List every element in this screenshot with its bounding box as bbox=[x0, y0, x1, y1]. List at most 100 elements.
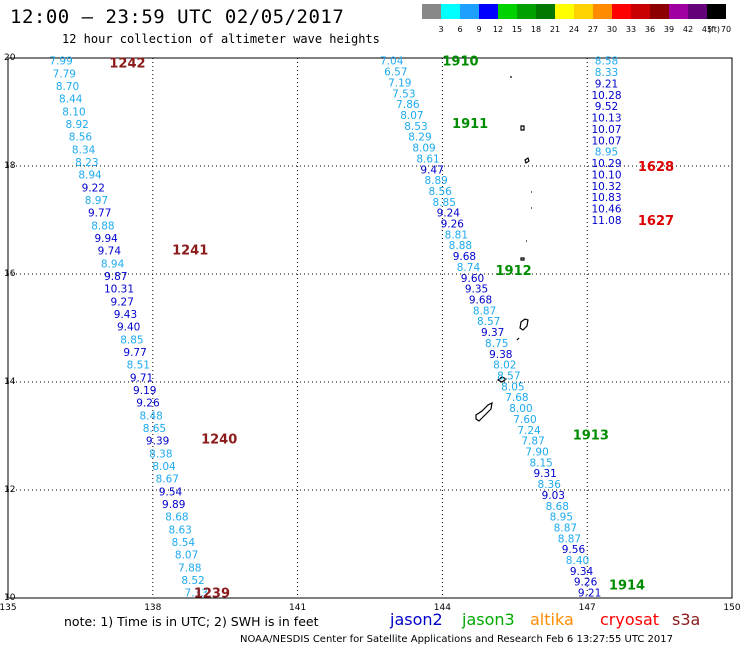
wave-height-value: 8.85 bbox=[433, 197, 456, 209]
lon-tick-label: 138 bbox=[144, 603, 161, 613]
lon-tick-label: 150 bbox=[723, 603, 740, 613]
wave-height-value: 8.87 bbox=[554, 522, 577, 534]
wave-height-value: 8.89 bbox=[424, 175, 447, 187]
island-shape bbox=[516, 337, 520, 341]
colorbar-swatch bbox=[536, 4, 555, 19]
colorbar-swatch bbox=[650, 4, 669, 19]
wave-height-value: 8.07 bbox=[400, 110, 423, 122]
wave-height-value: 10.28 bbox=[591, 90, 621, 102]
wave-height-value: 9.21 bbox=[578, 588, 601, 600]
wave-height-value: 9.71 bbox=[130, 372, 153, 384]
wave-height-value: 7.87 bbox=[521, 436, 544, 448]
wave-height-value: 9.77 bbox=[88, 208, 111, 220]
page-subtitle: 12 hour collection of altimeter wave hei… bbox=[62, 32, 380, 46]
wave-height-value: 8.34 bbox=[72, 144, 96, 156]
lat-tick-label: 18 bbox=[4, 161, 16, 171]
wave-height-value: 9.03 bbox=[542, 490, 565, 502]
wave-height-value: 8.97 bbox=[85, 195, 108, 207]
lat-tick-label: 10 bbox=[4, 593, 16, 603]
wave-height-value: 8.70 bbox=[56, 81, 79, 93]
wave-height-value: 8.10 bbox=[62, 106, 85, 118]
island-shape bbox=[520, 257, 525, 261]
island-shape bbox=[524, 157, 530, 164]
wave-height-value: 8.57 bbox=[477, 316, 500, 328]
colorbar-tick-label: 42 bbox=[683, 25, 693, 34]
colorbar-swatch bbox=[479, 4, 498, 19]
colorbar-legend: 3 6 9 12 15 18 21 24 27 30 33 36 39 42 45 70(ft) bbox=[422, 4, 731, 34]
wave-height-value: 8.95 bbox=[595, 147, 618, 159]
lat-tick-label: 14 bbox=[4, 377, 16, 387]
colorbar-tick-label: 6 bbox=[457, 25, 462, 34]
wave-height-value: 9.34 bbox=[570, 566, 594, 578]
colorbar-swatch bbox=[707, 4, 726, 19]
wave-height-value: 9.21 bbox=[595, 78, 618, 90]
wave-height-value: 9.43 bbox=[114, 309, 137, 321]
wave-height-value: 9.37 bbox=[481, 327, 504, 339]
wave-height-value: 9.27 bbox=[111, 296, 134, 308]
wave-height-value: 8.88 bbox=[449, 240, 472, 252]
wave-height-value: 9.60 bbox=[461, 273, 484, 285]
wave-height-value: 9.26 bbox=[136, 398, 160, 410]
wave-height-value: 9.31 bbox=[533, 468, 556, 480]
wave-height-value: 8.56 bbox=[69, 132, 93, 144]
wave-height-value: 10.07 bbox=[591, 135, 621, 147]
wave-height-value: 8.29 bbox=[408, 132, 431, 144]
footer-note: note: 1) Time is in UTC; 2) SWH is in fe… bbox=[64, 614, 319, 629]
lat-tick-label: 20 bbox=[4, 53, 16, 63]
island-shape bbox=[519, 318, 529, 331]
colorbar-unit: (ft) bbox=[708, 25, 720, 34]
colorbar-swatch bbox=[669, 4, 688, 19]
colorbar-tick-label: 21 bbox=[550, 25, 560, 34]
wave-height-value: 8.95 bbox=[550, 512, 573, 524]
wave-height-value: 8.94 bbox=[101, 258, 125, 270]
wave-height-value: 8.75 bbox=[485, 338, 508, 350]
wave-height-value: 8.87 bbox=[473, 305, 496, 317]
pass-number-label: 1910 bbox=[442, 55, 478, 70]
wave-height-value: 9.47 bbox=[420, 164, 443, 176]
pass-number-label: 1241 bbox=[172, 244, 208, 259]
wave-height-value: 9.87 bbox=[104, 271, 127, 283]
wave-height-value: 9.52 bbox=[595, 101, 618, 113]
satellite-track: 7.046.577.197.537.868.078.538.298.098.61… bbox=[380, 56, 601, 600]
wave-height-value: 7.68 bbox=[505, 392, 528, 404]
wave-height-value: 8.92 bbox=[65, 119, 88, 131]
wave-height-value: 8.87 bbox=[558, 533, 581, 545]
wave-height-value: 7.24 bbox=[517, 425, 541, 437]
wave-height-value: 9.56 bbox=[562, 544, 586, 556]
island-shape bbox=[496, 376, 508, 383]
colorbar-tick-label: 39 bbox=[664, 25, 674, 34]
wave-height-value: 8.23 bbox=[75, 157, 98, 169]
colorbar-swatch bbox=[498, 4, 517, 19]
colorbar-swatch bbox=[612, 4, 631, 19]
legend-jason3: jason3 bbox=[462, 610, 515, 629]
lon-tick-label: 144 bbox=[434, 603, 451, 613]
legend-cryosat: cryosat bbox=[600, 610, 660, 629]
wave-height-value: 8.40 bbox=[566, 555, 589, 567]
wave-height-value: 9.74 bbox=[98, 246, 122, 258]
wave-height-value: 7.79 bbox=[53, 68, 76, 80]
colorbar-swatch bbox=[555, 4, 574, 19]
colorbar-tick-label: 27 bbox=[588, 25, 598, 34]
lat-tick-label: 16 bbox=[4, 269, 16, 279]
colorbar-swatch bbox=[631, 4, 650, 19]
wave-height-value: 9.38 bbox=[489, 349, 512, 361]
wave-height-value: 8.65 bbox=[143, 423, 166, 435]
wave-height-value: 9.22 bbox=[82, 182, 105, 194]
wave-height-value: 8.68 bbox=[546, 501, 569, 513]
wave-height-value: 7.90 bbox=[525, 446, 548, 458]
wave-height-value: 7.99 bbox=[49, 56, 72, 68]
wave-height-value: 7.60 bbox=[513, 414, 536, 426]
colorbar-swatch bbox=[460, 4, 479, 19]
pass-number-label: 1912 bbox=[495, 264, 531, 279]
wave-height-value: 10.32 bbox=[591, 181, 621, 193]
page-title: 12:00 – 23:59 UTC 02/05/2017 bbox=[10, 6, 345, 28]
lon-tick-label: 141 bbox=[289, 603, 306, 613]
colorbar-tick-label: 12 bbox=[493, 25, 503, 34]
wave-height-value: 10.07 bbox=[591, 124, 621, 136]
wave-height-value: 8.94 bbox=[78, 170, 102, 182]
colorbar-swatch bbox=[574, 4, 593, 19]
wave-height-value: 7.33 bbox=[185, 588, 208, 600]
wave-height-value: 7.04 bbox=[380, 56, 404, 68]
wave-height-value: 8.61 bbox=[416, 153, 439, 165]
colorbar-tick-label: 18 bbox=[531, 25, 541, 34]
